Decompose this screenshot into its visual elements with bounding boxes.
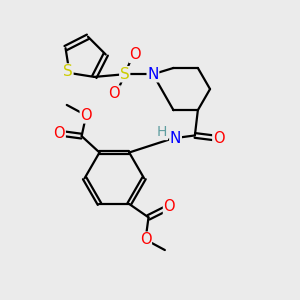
Text: S: S (120, 67, 130, 82)
Text: N: N (147, 67, 159, 82)
Text: N: N (170, 131, 181, 146)
Text: S: S (63, 64, 73, 79)
Text: O: O (129, 47, 141, 62)
Text: O: O (140, 232, 152, 247)
Text: O: O (80, 108, 92, 123)
Text: O: O (164, 200, 175, 214)
Text: H: H (157, 125, 167, 140)
Text: O: O (53, 126, 65, 141)
Text: O: O (109, 86, 120, 101)
Text: O: O (213, 131, 224, 146)
